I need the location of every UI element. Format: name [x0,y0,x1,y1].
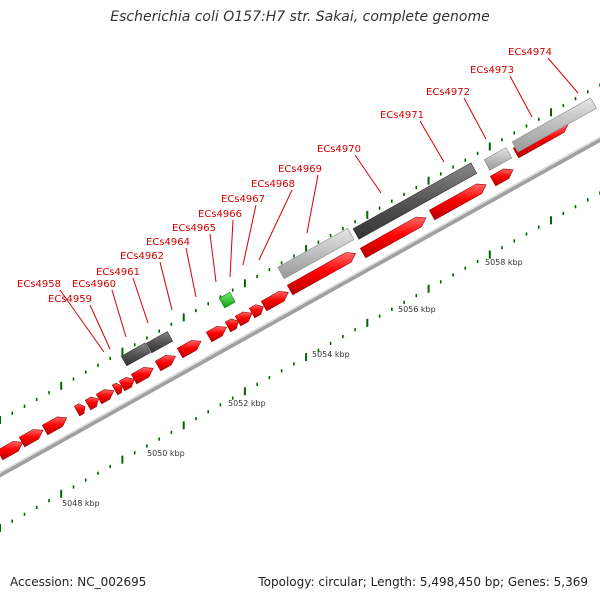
gene-label: ECs4961 [96,267,140,278]
gene-label-leader [258,189,293,261]
gene-label: ECs4973 [470,65,514,76]
cds-feature [111,382,123,396]
gene-label-leader [185,247,197,298]
gene-label-leader [242,204,257,266]
cds-feature [41,416,68,436]
gene-features [0,97,597,461]
scale-label: 5058 kbp [485,258,523,267]
gene-label: ECs4965 [172,223,216,234]
cds-feature [224,318,239,333]
gene-label: ECs4970 [317,144,361,155]
gene-label-leader [463,97,487,140]
gene-label-leader [159,261,173,311]
gene-label-leader [111,289,127,338]
gene-label: ECs4972 [426,87,470,98]
genome-summary-text: Topology: circular; Length: 5,498,450 bp… [258,575,588,589]
cds-feature [428,183,487,221]
gene-label: ECs4974 [508,47,552,58]
cds-feature [489,168,514,187]
gene-label: ECs4967 [221,194,265,205]
cds-feature [73,403,86,417]
gene-label: ECs4958 [17,279,61,290]
rna-feature [145,331,174,354]
accession-text: Accession: NC_002695 [10,575,147,589]
gene-label-leader [229,219,234,278]
rna-feature [352,162,478,240]
genome-backbone [0,136,600,478]
trna-feature [218,291,236,309]
scale-label: 5052 kbp [228,399,266,408]
gene-label: ECs4971 [380,110,424,121]
gene-label-leader [547,57,579,94]
scale-label: 5050 kbp [147,449,185,458]
gene-label: ECs4964 [146,237,190,248]
cds-feature [205,325,227,343]
cds-feature [260,291,289,312]
scale-label: 5048 kbp [62,499,100,508]
cds-feature [84,396,99,411]
gene-label-leader [132,277,149,324]
gene-label-leader [509,75,533,118]
rna-feature [120,342,151,367]
cds-feature [286,252,356,296]
gene-label-leader [209,233,217,283]
cds-feature [95,389,115,405]
gene-label-leader [59,289,105,353]
rna-feature [511,97,597,153]
gene-label: ECs4962 [120,251,164,262]
cds-feature [130,367,154,385]
scale-labels: 5048 kbp 5050 kbp 5052 kbp 5054 kbp 5056 kbp… [62,258,523,508]
scale-label: 5056 kbp [398,305,436,314]
rna-feature [277,227,355,280]
gene-label: ECs4969 [278,164,322,175]
cds-feature [118,377,135,392]
gene-label: ECs4968 [251,179,295,190]
gene-label-leader [306,174,319,234]
gene-label: ECs4966 [198,209,242,220]
cds-feature [0,441,24,461]
green-tick-lines [0,83,600,532]
gene-label: ECs4960 [72,279,116,290]
cds-feature [248,304,264,319]
gene-label-leader [354,154,382,194]
cds-feature [359,216,427,259]
cds-feature [176,340,202,359]
gene-label-leader [89,304,111,350]
map-title: Escherichia coli O157:H7 str. Sakai, com… [110,9,490,25]
cds-feature [154,354,176,372]
gene-label: ECs4959 [48,294,92,305]
label-leader-lines [59,57,579,353]
cds-feature [18,429,44,448]
rna-feature [483,147,513,171]
cds-feature [234,311,253,327]
gene-label-leader [419,120,445,163]
scale-label: 5054 kbp [312,350,350,359]
